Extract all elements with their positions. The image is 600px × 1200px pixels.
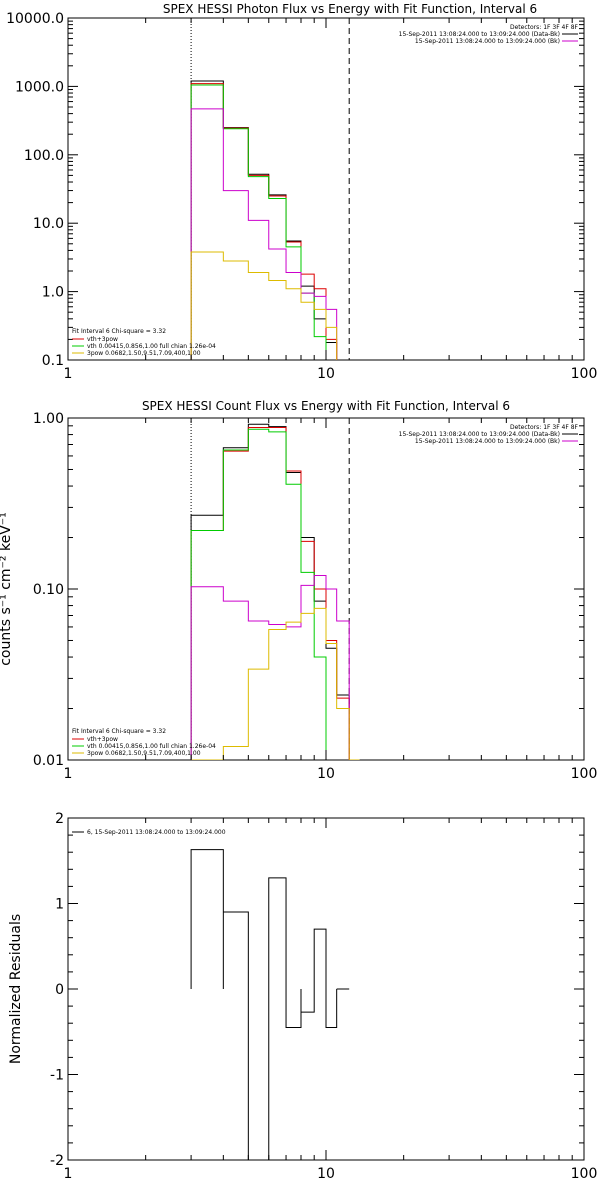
series-2-histogram [190, 428, 361, 760]
photon-flux-y-axis: 0.1 1.0 10.0 100.0 1000.0 10000.0 [6, 11, 584, 369]
residuals-y-label: Normalized Residuals [8, 914, 24, 1064]
x-tick-label: 10 [317, 366, 335, 382]
y-tick-label: -2 [50, 1153, 64, 1169]
residuals-panel: 1 10 100 -2 -1 0 1 2 Normalized Residuals 6, 1… [8, 811, 597, 1182]
count-flux-legend-right: Detectors: 1F 3F 4F 8F 15-Sep-2011 13:08… [399, 424, 579, 445]
photon-flux-x-axis: 1 10 100 [64, 18, 598, 382]
count-flux-panel: SPEX HESSI Count Flux vs Energy with Fit… [0, 399, 597, 782]
legend-3pow: 3pow 0.0682,1.50,9.51,7.09,400,1.00 [87, 750, 201, 757]
count-flux-series [190, 423, 361, 760]
y-tick-label: 10000.0 [6, 11, 64, 27]
count-flux-y-axis: 0.01 0.10 1.00 [33, 411, 584, 769]
series-2-histogram [190, 84, 338, 360]
y-tick-label: 1.0 [42, 285, 64, 301]
legend-fit-interval: Fit Interval 6 Chi-square = 3.32 [72, 328, 166, 335]
photon-flux-legend-left: Fit Interval 6 Chi-square = 3.32 vth+3po… [72, 328, 216, 357]
series-1-histogram [190, 426, 361, 760]
legend-vth: vth 0.00415,0.856,1.00 full chian 1.26e-… [87, 343, 216, 350]
legend-bk: 15-Sep-2011 13:08:24.000 to 13:09:24.000… [415, 38, 560, 45]
legend-bk: 15-Sep-2011 13:08:24.000 to 13:09:24.000… [415, 438, 560, 445]
legend-residual: 6, 15-Sep-2011 13:08:24.000 to 13:09:24.… [87, 829, 226, 836]
x-tick-label: 1 [64, 1166, 73, 1182]
count-flux-title: SPEX HESSI Count Flux vs Energy with Fit… [142, 399, 510, 413]
x-tick-label: 1 [64, 366, 73, 382]
x-tick-label: 10 [317, 766, 335, 782]
legend-detectors: Detectors: 1F 3F 4F 8F [510, 424, 579, 431]
x-tick-label: 1 [64, 766, 73, 782]
x-tick-label: 100 [571, 366, 598, 382]
residuals-series [190, 849, 350, 1160]
y-tick-label: 1.00 [33, 411, 64, 427]
legend-total: vth+3pow [87, 736, 118, 743]
x-tick-label: 100 [571, 1166, 598, 1182]
legend-3pow: 3pow 0.0682,1.50,9.51,7.09,400,1.00 [87, 350, 201, 357]
y-tick-label: 10.0 [33, 216, 64, 232]
y-tick-label: 1 [55, 897, 64, 913]
series-4-histogram [191, 607, 360, 760]
legend-data-minus-bk: 15-Sep-2011 13:08:24.000 to 13:09:24.000… [399, 431, 560, 438]
residuals-x-axis: 1 10 100 [64, 818, 598, 1182]
count-flux-x-axis: 1 10 100 [64, 418, 598, 782]
series-0-histogram [190, 849, 350, 1160]
y-tick-label: 0 [55, 982, 64, 998]
photon-flux-title: SPEX HESSI Photon Flux vs Energy with Fi… [163, 2, 537, 16]
series-4-histogram [190, 251, 338, 360]
photon-flux-panel: SPEX HESSI Photon Flux vs Energy with Fi… [6, 2, 597, 382]
count-flux-legend-left: Fit Interval 6 Chi-square = 3.32 vth+3po… [72, 728, 216, 757]
legend-detectors: Detectors: 1F 3F 4F 8F [510, 24, 579, 31]
series-3-histogram [190, 574, 361, 760]
legend-data-minus-bk: 15-Sep-2011 13:08:24.000 to 13:09:24.000… [399, 31, 560, 38]
legend-vth: vth 0.00415,0.856,1.00 full chian 1.26e-… [87, 743, 216, 750]
y-tick-label: -1 [50, 1068, 64, 1084]
residuals-y-axis: -2 -1 0 1 2 [50, 811, 584, 1169]
photon-flux-fit-range-lines [190, 18, 350, 360]
legend-fit-interval: Fit Interval 6 Chi-square = 3.32 [72, 728, 166, 735]
y-tick-label: 1000.0 [15, 79, 64, 95]
y-tick-label: 0.10 [33, 582, 64, 598]
series-0-histogram [190, 423, 361, 760]
residuals-legend: 6, 15-Sep-2011 13:08:24.000 to 13:09:24.… [72, 829, 226, 836]
photon-flux-legend-right: Detectors: 1F 3F 4F 8F 15-Sep-2011 13:08… [399, 24, 579, 45]
y-tick-label: 100.0 [24, 148, 64, 164]
y-tick-label: 2 [55, 811, 64, 827]
count-flux-y-label: counts s⁻¹ cm⁻² keV⁻¹ [0, 512, 14, 666]
x-tick-label: 100 [571, 766, 598, 782]
photon-flux-series [190, 80, 338, 360]
y-tick-label: 0.01 [33, 753, 64, 769]
series-3-histogram [190, 108, 338, 360]
x-tick-label: 10 [317, 1166, 335, 1182]
y-tick-label: 0.1 [42, 353, 64, 369]
legend-total: vth+3pow [87, 336, 118, 343]
